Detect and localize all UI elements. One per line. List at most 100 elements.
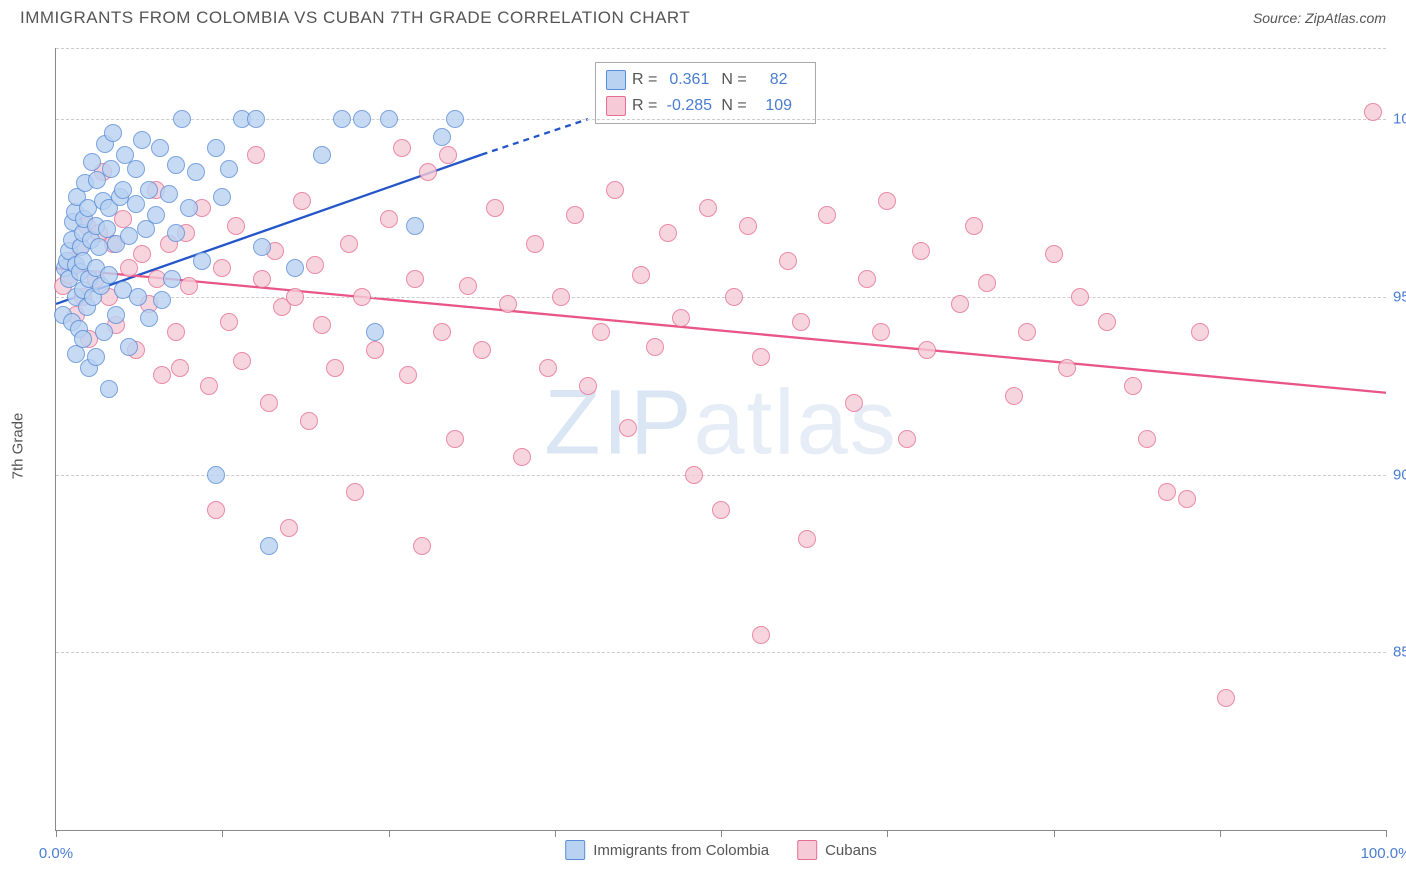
scatter-point: [173, 110, 191, 128]
scatter-point: [792, 313, 810, 331]
scatter-point: [592, 323, 610, 341]
scatter-point: [87, 348, 105, 366]
scatter-point: [163, 270, 181, 288]
scatter-point: [140, 309, 158, 327]
scatter-point: [433, 323, 451, 341]
scatter-point: [180, 199, 198, 217]
scatter-point: [167, 224, 185, 242]
scatter-point: [167, 323, 185, 341]
legend-r-value: -0.285: [663, 97, 715, 115]
scatter-point: [306, 256, 324, 274]
scatter-point: [207, 501, 225, 519]
legend-item: Immigrants from Colombia: [565, 840, 769, 860]
scatter-point: [160, 185, 178, 203]
legend-swatch: [797, 840, 817, 860]
scatter-point: [353, 288, 371, 306]
scatter-point: [419, 163, 437, 181]
watermark: ZIPatlas: [544, 371, 897, 476]
legend-swatch: [606, 96, 626, 116]
legend-n-label: N =: [721, 97, 746, 115]
scatter-point: [1124, 377, 1142, 395]
scatter-point: [552, 288, 570, 306]
scatter-point: [104, 124, 122, 142]
scatter-point: [120, 338, 138, 356]
scatter-point: [579, 377, 597, 395]
x-tick: [56, 830, 57, 837]
scatter-point: [798, 530, 816, 548]
scatter-point: [253, 270, 271, 288]
series-legend: Immigrants from Colombia Cubans: [565, 840, 877, 860]
scatter-point: [446, 430, 464, 448]
x-tick: [1386, 830, 1387, 837]
scatter-point: [260, 537, 278, 555]
scatter-point: [446, 110, 464, 128]
x-tick: [555, 830, 556, 837]
scatter-point: [200, 377, 218, 395]
gridline-h: [56, 297, 1386, 298]
scatter-point: [499, 295, 517, 313]
chart-title: IMMIGRANTS FROM COLOMBIA VS CUBAN 7TH GR…: [20, 8, 690, 28]
scatter-point: [213, 188, 231, 206]
scatter-point: [1058, 359, 1076, 377]
x-tick: [1220, 830, 1221, 837]
y-tick-label: 95.0%: [1393, 288, 1406, 305]
scatter-point: [133, 245, 151, 263]
scatter-point: [207, 139, 225, 157]
scatter-point: [632, 266, 650, 284]
scatter-point: [845, 394, 863, 412]
scatter-point: [300, 412, 318, 430]
x-tick: [1054, 830, 1055, 837]
scatter-point: [247, 146, 265, 164]
x-tick-label: 0.0%: [39, 845, 73, 862]
gridline-h: [56, 475, 1386, 476]
scatter-point: [153, 291, 171, 309]
scatter-point: [912, 242, 930, 260]
y-tick-label: 85.0%: [1393, 644, 1406, 661]
scatter-point: [1138, 430, 1156, 448]
scatter-point: [151, 139, 169, 157]
watermark-light: atlas: [693, 372, 897, 474]
scatter-point: [965, 217, 983, 235]
scatter-point: [1217, 689, 1235, 707]
scatter-point: [366, 323, 384, 341]
scatter-point: [100, 266, 118, 284]
gridline-h: [56, 652, 1386, 653]
scatter-point: [100, 380, 118, 398]
scatter-point: [752, 626, 770, 644]
x-tick: [222, 830, 223, 837]
scatter-point: [513, 448, 531, 466]
legend-row: R =0.361N =82: [606, 67, 805, 93]
scatter-point: [380, 210, 398, 228]
x-tick: [389, 830, 390, 837]
y-tick-label: 100.0%: [1393, 111, 1406, 128]
scatter-point: [83, 153, 101, 171]
scatter-point: [171, 359, 189, 377]
legend-r-value: 0.361: [663, 71, 715, 89]
x-tick-label: 100.0%: [1361, 845, 1406, 862]
scatter-point: [366, 341, 384, 359]
x-tick: [721, 830, 722, 837]
y-axis-label: 7th Grade: [10, 413, 27, 480]
scatter-point: [1098, 313, 1116, 331]
scatter-point: [102, 160, 120, 178]
scatter-point: [1191, 323, 1209, 341]
scatter-point: [120, 227, 138, 245]
scatter-point: [406, 217, 424, 235]
legend-series-name: Cubans: [825, 842, 877, 859]
scatter-point: [1158, 483, 1176, 501]
legend-swatch: [565, 840, 585, 860]
scatter-point: [752, 348, 770, 366]
scatter-point: [393, 139, 411, 157]
scatter-point: [220, 160, 238, 178]
scatter-point: [90, 238, 108, 256]
scatter-point: [978, 274, 996, 292]
scatter-point: [699, 199, 717, 217]
legend-r-label: R =: [632, 97, 657, 115]
scatter-point: [213, 259, 231, 277]
scatter-point: [712, 501, 730, 519]
scatter-point: [353, 110, 371, 128]
scatter-point: [399, 366, 417, 384]
scatter-point: [439, 146, 457, 164]
scatter-point: [1018, 323, 1036, 341]
scatter-point: [1364, 103, 1382, 121]
